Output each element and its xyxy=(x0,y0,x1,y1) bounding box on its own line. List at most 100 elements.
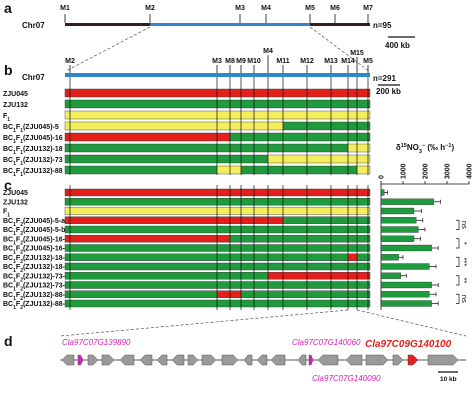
gene-arrow xyxy=(77,354,84,366)
genotype-segment xyxy=(241,189,254,196)
title-part: 15 xyxy=(401,143,407,149)
genotype-segment xyxy=(254,263,268,270)
genotype-segment xyxy=(331,290,348,298)
genotype-segment xyxy=(283,155,307,163)
genotype-segment xyxy=(241,111,254,119)
bar xyxy=(380,272,401,279)
genotype-segment xyxy=(217,155,230,163)
row-label: BC1F2(ZJU132)-88-a xyxy=(3,292,69,302)
genotype-segment xyxy=(307,244,331,252)
chromosome-label: Chr07 xyxy=(22,21,45,30)
label-part: BC xyxy=(3,283,13,290)
genotype-segment xyxy=(65,300,217,307)
marker-label: M13 xyxy=(324,58,338,65)
row-outline xyxy=(64,281,371,289)
label-part: (ZJU132)-18 xyxy=(23,146,63,153)
row-label: BC1F1(ZJU045)-5 xyxy=(3,124,59,134)
title-part: (‰ h xyxy=(425,143,445,152)
gene-arrow xyxy=(61,354,75,366)
genotype-segment xyxy=(254,122,268,130)
genotype-segment xyxy=(230,300,241,307)
error-bar xyxy=(431,246,439,250)
genotype-segment xyxy=(348,253,357,261)
label-part: F xyxy=(16,236,21,243)
genotype-segment xyxy=(357,166,370,174)
genotype-segment xyxy=(217,226,230,233)
scale-label: 10 kb xyxy=(440,376,457,383)
label-part: 1 xyxy=(13,305,16,311)
row-label: BC1F2(ZJU045)-16-a xyxy=(3,236,69,246)
genotype-segment xyxy=(348,216,357,224)
genotype-segment xyxy=(348,207,357,215)
genotype-segment xyxy=(268,207,283,215)
genotype-segment xyxy=(65,253,217,261)
genotype-segment xyxy=(217,122,230,130)
genotype-segment xyxy=(230,144,241,152)
gene-arrow xyxy=(407,354,419,366)
label-part: F xyxy=(3,209,8,216)
genotype-segment xyxy=(217,235,230,243)
label-part: (ZJU132)-18-b xyxy=(23,264,69,271)
row-outline xyxy=(64,88,371,98)
scale-label: 400 kb xyxy=(385,41,410,50)
genotype-segment xyxy=(241,281,254,289)
label-part: F xyxy=(16,246,21,253)
genotype-segment xyxy=(241,207,254,215)
label-part: BC xyxy=(3,292,13,299)
genotype-segment xyxy=(65,144,217,152)
label-part: 2 xyxy=(20,296,23,302)
label-part: 1 xyxy=(20,161,23,167)
genotype-segment xyxy=(268,100,283,108)
genotype-segment xyxy=(348,189,357,196)
x-tick-label: 0 xyxy=(379,175,386,179)
genotype-segment xyxy=(357,216,370,224)
label-part: F xyxy=(16,273,21,280)
genotype-segment xyxy=(65,100,217,108)
row-outline xyxy=(64,154,371,164)
row-outline xyxy=(64,225,371,234)
sample-size: n=291 xyxy=(373,74,396,83)
label-part: BC xyxy=(3,227,13,234)
genotype-segment xyxy=(268,253,283,261)
zoom-line xyxy=(59,309,349,337)
label-part: (ZJU045)-16 xyxy=(23,135,63,142)
genotype-segment xyxy=(283,281,307,289)
genotype-segment xyxy=(283,122,307,130)
bar xyxy=(380,300,432,307)
genotype-segment xyxy=(230,216,241,224)
row-outline xyxy=(64,253,371,261)
genotype-segment xyxy=(357,226,370,233)
genotype-segment xyxy=(357,111,370,119)
label-part: 2 xyxy=(20,250,23,256)
zoom-line xyxy=(309,26,370,72)
genotype-segment xyxy=(230,122,241,130)
genotype-segment xyxy=(230,100,241,108)
genotype-segment xyxy=(357,272,370,280)
genotype-segment xyxy=(65,111,217,119)
gene-arrow xyxy=(365,354,389,366)
row-label: BC1F2(ZJU045)-16-b xyxy=(3,246,69,256)
genotype-segment xyxy=(217,263,230,270)
title-part: ) xyxy=(451,143,454,152)
gene-arrow xyxy=(308,354,314,366)
marker-label: M4 xyxy=(261,5,271,12)
genotype-segment xyxy=(348,111,357,119)
genotype-segment xyxy=(254,144,268,152)
genotype-segment xyxy=(331,263,348,270)
significance-bracket xyxy=(456,238,460,249)
genotype-segment xyxy=(283,244,307,252)
genotype-segment xyxy=(241,300,254,307)
genotype-segment xyxy=(357,89,370,97)
genotype-segment xyxy=(217,290,230,298)
genotype-segment xyxy=(348,290,357,298)
marker-label: M12 xyxy=(300,58,314,65)
genotype-segment xyxy=(307,272,331,280)
genotype-segment xyxy=(331,272,348,280)
label-part: (ZJU132)-73-a xyxy=(23,273,69,280)
genotype-segment xyxy=(254,290,268,298)
label-part: F xyxy=(16,227,21,234)
row-label: BC1F2(ZJU132)-18-b xyxy=(3,264,69,274)
genotype-segment xyxy=(241,253,254,261)
genotype-segment xyxy=(357,198,370,206)
genotype-segment xyxy=(254,133,268,141)
